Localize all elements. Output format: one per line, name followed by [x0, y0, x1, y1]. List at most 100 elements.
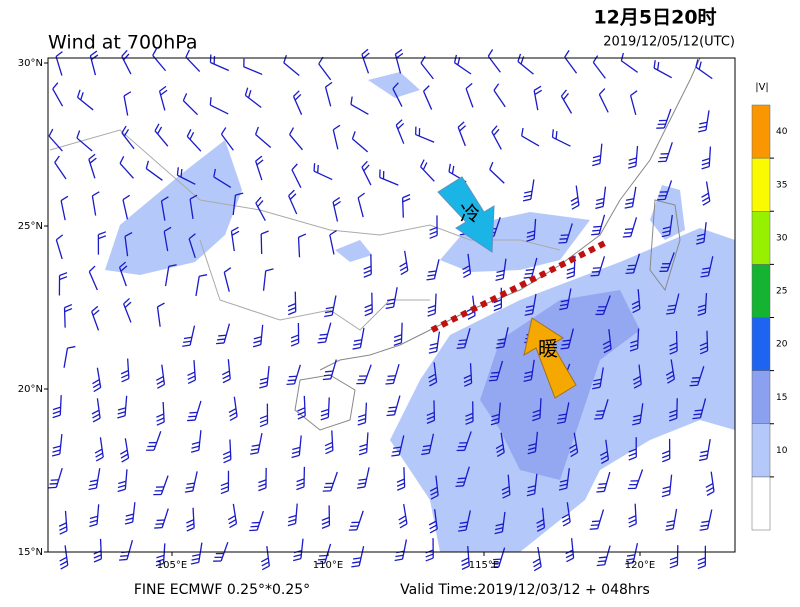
- colorbar-tick-label: 10: [776, 446, 788, 456]
- wind-barb-flag: [428, 377, 437, 383]
- wind-barb-flag: [156, 413, 165, 418]
- wind-barb-flag: [589, 528, 598, 530]
- wind-barb-flag: [64, 307, 73, 313]
- wind-barb-flag: [186, 527, 195, 532]
- wind-barb-flag: [55, 51, 63, 57]
- wind-barb-flag: [592, 382, 601, 386]
- wind-barb-flag: [247, 89, 252, 98]
- wind-barb-flag: [152, 48, 158, 56]
- wind-barb-flag: [319, 554, 328, 557]
- wind-barb-flag: [296, 478, 305, 483]
- wind-barb-flag: [463, 374, 472, 379]
- wind-barb: [329, 234, 335, 255]
- wind-barb-flag: [298, 233, 307, 238]
- wind-barb-flag: [296, 486, 305, 491]
- wind-barb-flag: [89, 157, 97, 164]
- wind-barb-flag: [592, 55, 599, 63]
- wind-barb-flag: [669, 342, 678, 347]
- wind-barb-flag: [396, 478, 405, 483]
- wind-barb-flag: [293, 553, 302, 558]
- wind-barb-flag: [566, 275, 575, 279]
- wind-barb-flag: [569, 447, 578, 454]
- wind-barb-flag: [357, 413, 366, 418]
- cold-arrow: [437, 176, 495, 253]
- wind-barb-flag: [666, 520, 675, 523]
- wind-barb-flag: [52, 445, 61, 449]
- wind-barb-flag: [596, 410, 605, 413]
- wind-barb-flag: [183, 336, 192, 340]
- wind-barb-flag: [321, 524, 330, 529]
- wind-barb-flag: [597, 486, 606, 489]
- wind-barb-flag: [661, 234, 670, 238]
- wind-barb-flag: [98, 231, 107, 236]
- wind-barb-flag: [490, 421, 499, 426]
- wind-barb-flag: [391, 454, 400, 457]
- wind-barb: [48, 135, 63, 152]
- wind-barb-flag: [693, 413, 702, 416]
- wind-barb-flag: [562, 517, 570, 523]
- wind-barb-flag: [297, 411, 306, 416]
- wind-barb-flag: [426, 278, 435, 281]
- wind-barb-flag: [176, 167, 179, 176]
- wind-barb-flag: [590, 524, 599, 527]
- wind-barb-flag: [591, 233, 600, 236]
- wind-barb-flag: [363, 273, 372, 278]
- wind-barb-flag: [228, 519, 237, 525]
- wind-barb: [195, 276, 200, 297]
- lat-label: 15°N: [18, 547, 43, 558]
- wind-barb-flag: [555, 131, 558, 140]
- wind-barb-flag: [493, 83, 500, 91]
- wind-barb-flag: [187, 371, 196, 377]
- wind-barb-flag: [559, 307, 568, 311]
- wind-barb-flag: [662, 454, 670, 459]
- wind-barb-flag: [357, 482, 366, 485]
- wind-barb-flag: [186, 482, 195, 485]
- wind-barb-flag: [223, 267, 232, 273]
- wind-barb-flag: [465, 412, 474, 417]
- wind-barb-flag: [662, 458, 670, 463]
- colorbar-swatch: [751, 317, 771, 371]
- wind-barb: [55, 56, 63, 76]
- wind-barb-flag: [697, 304, 706, 309]
- wind-barb-flag: [522, 198, 531, 202]
- wind-barb-flag: [493, 299, 502, 304]
- wind-barb-flag: [494, 531, 503, 535]
- wind-barb-flag: [93, 386, 102, 393]
- wind-barb-flag: [487, 49, 494, 57]
- wind-barb-flag: [626, 558, 635, 561]
- wind-barb-flag: [124, 521, 133, 525]
- wind-barb-flag: [393, 342, 402, 346]
- wind-barb-flag: [287, 522, 296, 527]
- wind-barb-flag: [700, 450, 709, 454]
- wind-barb-flag: [364, 308, 373, 313]
- wind-barb-flag: [495, 273, 504, 277]
- wind-barb-flag: [362, 52, 370, 59]
- wind-barb-flag: [593, 225, 602, 228]
- wind-barb-flag: [702, 267, 711, 270]
- wind-barb-flag: [235, 192, 244, 196]
- wind-barb: [119, 163, 134, 179]
- wind-barb-flag: [697, 561, 706, 566]
- wind-barb-flag: [623, 231, 632, 234]
- wind-barb-flag: [251, 444, 260, 447]
- wind-barb-flag: [457, 477, 466, 480]
- wind-barb: [350, 103, 369, 115]
- wind-barb-flag: [462, 265, 470, 271]
- wind-barb-flag: [490, 566, 499, 568]
- wind-barb-flag: [536, 527, 545, 532]
- wind-barb-flag: [698, 458, 708, 462]
- wind-barb-flag: [159, 85, 167, 92]
- wind-speed-area: [335, 240, 372, 262]
- wind-barb-flag: [461, 557, 469, 562]
- wind-barb-flag: [386, 414, 395, 417]
- wind-barb-flag: [592, 386, 601, 390]
- wind-barb-flag: [701, 271, 710, 274]
- wind-barb-flag: [283, 54, 288, 63]
- wind-barb-flag: [260, 230, 269, 235]
- wind-barb-flag: [662, 485, 671, 490]
- wind-barb-flag: [559, 303, 569, 307]
- wind-barb-flag: [287, 379, 296, 382]
- colorbar-tick-label: 30: [776, 233, 788, 243]
- wind-barb-flag: [89, 483, 98, 487]
- wind-barb-flag: [669, 413, 678, 418]
